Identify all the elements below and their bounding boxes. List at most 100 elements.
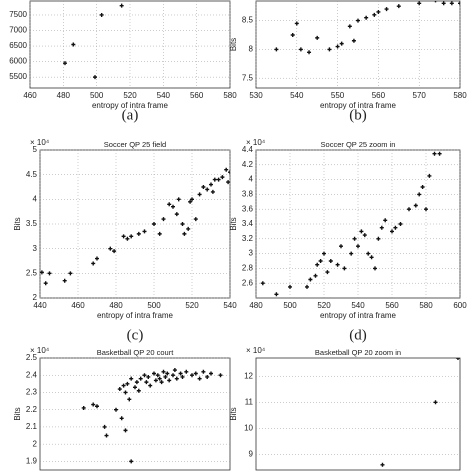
x-tick-label: 580 <box>453 91 467 100</box>
y-tick-label: 7500 <box>9 10 27 19</box>
point <box>114 407 118 412</box>
point <box>359 229 364 234</box>
y-axis-label: Bits <box>229 407 238 420</box>
points <box>81 368 223 464</box>
y-tick-label: 3 <box>249 249 254 258</box>
point <box>347 24 352 29</box>
point <box>165 371 170 376</box>
y-tick-label: 3 <box>33 244 38 253</box>
y-axis-label: Bits <box>229 38 238 51</box>
point <box>398 222 403 226</box>
point <box>180 374 185 379</box>
point <box>119 3 124 8</box>
axis-multiplier: × 10⁴ <box>30 346 50 355</box>
point <box>184 369 189 374</box>
y-axis-label: Bits <box>229 217 238 230</box>
y-tick-label: 3.8 <box>242 190 254 199</box>
y-axis-label: Bits <box>13 217 22 230</box>
point <box>174 212 179 217</box>
point <box>352 236 357 241</box>
x-tick-label: 500 <box>90 91 104 100</box>
point <box>228 170 230 175</box>
point <box>172 368 177 373</box>
point <box>95 256 99 261</box>
point <box>161 369 166 374</box>
x-tick-label: 500 <box>283 301 297 310</box>
y-tick-label: 4.2 <box>242 160 254 169</box>
point <box>315 35 320 40</box>
point <box>201 369 206 374</box>
point <box>157 231 162 236</box>
point <box>182 231 187 236</box>
point <box>407 207 411 212</box>
point <box>339 244 343 249</box>
y-tick-label: 7.5 <box>242 73 254 82</box>
x-tick-label: 540 <box>351 301 365 310</box>
point <box>318 259 323 263</box>
point <box>142 373 147 378</box>
y-tick-label: 5500 <box>9 72 27 81</box>
points <box>274 1 460 55</box>
x-tick-label: 560 <box>190 91 204 100</box>
x-tick-label: 480 <box>109 301 123 310</box>
point <box>307 50 312 55</box>
point <box>433 1 438 3</box>
axis-multiplier: × 10⁴ <box>30 138 50 147</box>
y-tick-label: 4 <box>33 194 38 203</box>
point <box>123 428 128 433</box>
y-tick-label: 2 <box>33 439 38 448</box>
point <box>449 1 454 6</box>
point <box>121 383 126 388</box>
point <box>393 225 398 230</box>
y-tick-label: 2.5 <box>26 353 38 362</box>
point <box>366 251 371 256</box>
point <box>364 15 369 20</box>
point <box>390 229 394 234</box>
x-axis-label: entropy of intra frame <box>320 101 397 110</box>
point <box>155 373 160 378</box>
point <box>205 374 210 379</box>
point <box>167 202 172 207</box>
point <box>81 405 86 410</box>
point <box>133 385 137 390</box>
point <box>146 374 151 379</box>
point <box>315 262 320 267</box>
point <box>186 226 191 231</box>
y-tick-label: 3.2 <box>242 234 254 243</box>
point <box>104 433 109 438</box>
point <box>163 374 168 379</box>
point <box>356 244 360 249</box>
point <box>157 376 162 381</box>
point <box>123 390 128 395</box>
y-tick-label: 2.5 <box>26 268 38 277</box>
point <box>339 41 344 46</box>
y-tick-label: 2.4 <box>26 370 38 379</box>
point <box>427 173 432 178</box>
point <box>384 7 389 12</box>
point <box>362 233 367 238</box>
point <box>458 1 460 6</box>
point <box>420 185 425 189</box>
x-tick-label: 540 <box>290 91 304 100</box>
y-axis-label: Bits <box>13 407 22 420</box>
point <box>335 44 340 49</box>
point <box>159 380 164 385</box>
point <box>294 21 299 26</box>
point <box>342 266 347 271</box>
y-tick-label: 3.6 <box>242 204 254 213</box>
point <box>62 278 67 283</box>
point <box>379 225 384 230</box>
point <box>117 387 122 392</box>
point <box>210 189 215 194</box>
point <box>121 234 126 239</box>
point <box>376 236 381 241</box>
panel-caption: (d) <box>349 327 367 343</box>
point <box>138 376 143 381</box>
point <box>68 271 73 276</box>
point <box>63 61 67 66</box>
point <box>43 281 48 286</box>
point <box>212 177 217 182</box>
point <box>125 236 130 241</box>
point <box>432 151 437 156</box>
